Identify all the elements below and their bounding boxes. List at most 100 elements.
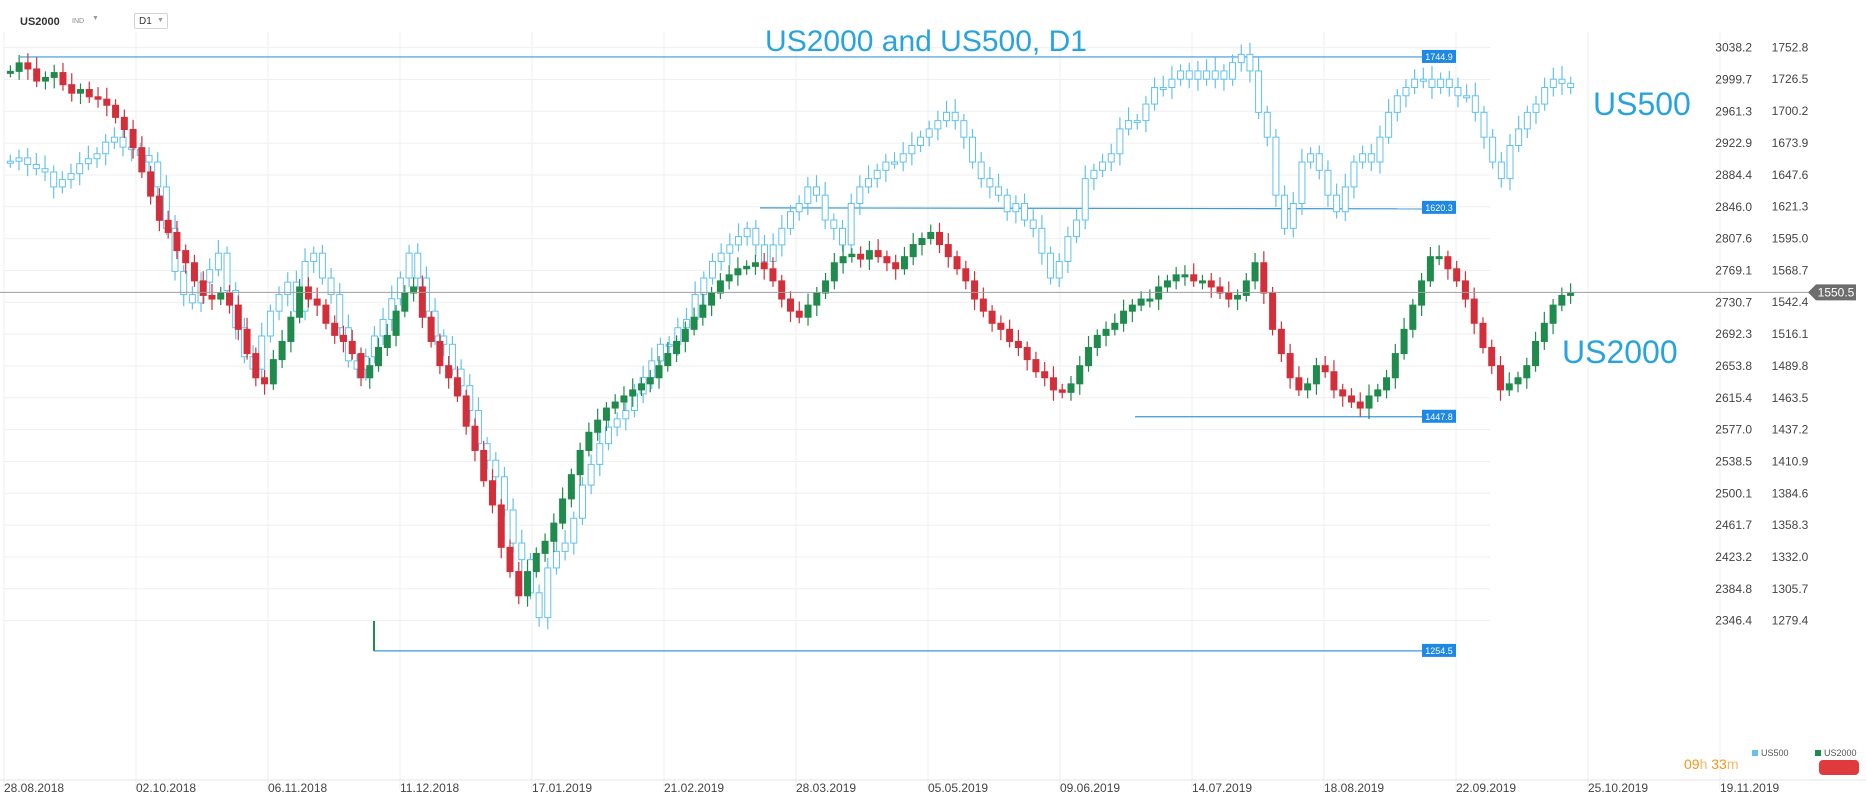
us2000-candle <box>1172 274 1180 282</box>
us2000-candle <box>1488 347 1496 367</box>
us500-candle <box>1515 128 1523 146</box>
us500-candle <box>778 227 786 246</box>
us500-candle <box>509 509 517 544</box>
us2000-candle <box>900 256 908 270</box>
us500-candle <box>708 260 716 279</box>
us500-candle <box>1437 78 1445 88</box>
us500-candle <box>93 153 101 160</box>
countdown-m-unit: m <box>1726 756 1739 772</box>
us2000-candle <box>269 359 277 385</box>
us2000-axis-tick: 1279.4 <box>1772 614 1809 628</box>
us2000-candle <box>103 98 111 106</box>
us500-candle <box>544 567 552 619</box>
us500-candle <box>1445 78 1453 88</box>
us2000-candle <box>15 62 23 72</box>
us2000-candle <box>1216 286 1224 294</box>
us2000-candle <box>637 383 645 391</box>
us2000-candle <box>594 419 602 433</box>
us2000-candle <box>962 268 970 282</box>
us2000-candle <box>1198 280 1206 284</box>
us500-candle <box>336 294 344 329</box>
us500-candle <box>795 202 803 213</box>
countdown-hours: 09 <box>1684 756 1700 772</box>
us2000-axis-tick: 1673.9 <box>1772 136 1809 150</box>
us500-candle <box>1402 86 1410 97</box>
us2000-candle <box>383 334 391 349</box>
us2000-candle <box>1505 383 1513 391</box>
symbol-chevron-down-icon[interactable]: ▼ <box>92 15 99 22</box>
us2000-candle <box>646 377 654 385</box>
us500-candle <box>1541 86 1549 105</box>
us500-candle <box>1107 153 1115 163</box>
us500-candle <box>448 343 456 370</box>
level-tag <box>1422 49 1456 63</box>
date-axis-tick: 28.03.2019 <box>796 781 856 795</box>
us2000-candle <box>883 256 891 264</box>
us500-candle <box>258 335 266 370</box>
price-levels: 1744.9 1620.3 1447.8 1254.5 <box>20 49 1456 657</box>
symbol-label[interactable]: US2000 <box>20 16 60 28</box>
us500-candle <box>804 186 812 204</box>
us2000-candle <box>226 292 234 306</box>
legend-us500-swatch-icon <box>1752 750 1758 756</box>
legend-us2000-label: US2000 <box>1824 748 1857 758</box>
timeframe-select[interactable]: D1 ▼ <box>134 13 168 29</box>
us2000-candle <box>1146 298 1154 302</box>
chart-title: US2000 and US500, D1 <box>765 25 1087 58</box>
us2000-candle <box>1365 395 1373 409</box>
us2000-candle <box>322 304 330 324</box>
us500-candle <box>1307 153 1315 163</box>
us2000-candle <box>787 298 794 312</box>
us2000-candle <box>147 171 155 197</box>
us2000-candle <box>979 298 987 312</box>
us500-candle <box>1289 202 1297 229</box>
us500-candle <box>1012 202 1020 213</box>
date-axis-tick: 05.05.2019 <box>928 781 988 795</box>
us2000-candle <box>471 425 479 451</box>
us2000-candle <box>182 250 190 264</box>
date-axis-tick: 28.08.2018 <box>4 781 64 795</box>
us2000-candle <box>532 552 540 573</box>
legend-us500[interactable]: US500 <box>1752 748 1789 758</box>
us500-candle <box>682 318 690 329</box>
us500-candle <box>1419 78 1427 82</box>
us2000-candle <box>988 310 996 324</box>
date-axis-tick: 21.02.2019 <box>664 781 724 795</box>
us2000-candle <box>339 334 347 342</box>
level-tag-label: 1744.9 <box>1425 52 1453 62</box>
chart-toolbar: US2000 IND ▼ D1 ▼ <box>0 0 1866 40</box>
us2000-candle <box>602 407 610 421</box>
us2000-candle <box>1514 377 1522 385</box>
us2000-candle <box>1128 304 1136 312</box>
us500-candle <box>414 252 422 279</box>
us2000-candle <box>1426 256 1434 282</box>
current-price-value: 1550.5 <box>1818 285 1855 299</box>
us2000-candle <box>673 340 681 355</box>
us2000-candle <box>971 280 979 300</box>
us2000-candle <box>690 316 698 330</box>
us2000-candle <box>120 116 128 130</box>
us2000-axis-tick: 1437.2 <box>1772 423 1809 437</box>
us500-axis-tick: 2884.4 <box>1715 168 1752 182</box>
us2000-candle <box>567 474 575 500</box>
us2000-candle <box>664 353 672 367</box>
legend-us2000[interactable]: US2000 <box>1815 748 1857 758</box>
us2000-axis-tick: 1410.9 <box>1772 454 1809 468</box>
us500-candle <box>1454 86 1462 97</box>
us500-candle <box>1393 95 1401 113</box>
us2000-candle <box>59 72 67 86</box>
trade-button[interactable] <box>1819 760 1859 775</box>
level-tag-label: 1254.5 <box>1425 646 1453 656</box>
us2000-axis-tick: 1542.4 <box>1772 295 1809 309</box>
us2000-candle <box>304 286 312 300</box>
us500-axis-tick: 2999.7 <box>1715 72 1752 86</box>
us500-candle <box>1237 53 1245 64</box>
us2000-candle <box>1277 328 1285 355</box>
us2000-price-axis: 1752.8 1726.5 1700.2 1673.9 1647.6 1621.3 1595… <box>1772 40 1809 627</box>
us500-candle <box>1272 136 1280 196</box>
us2000-candle <box>769 268 777 282</box>
us2000-candle <box>1409 304 1417 330</box>
us500-candle <box>1549 78 1557 88</box>
us2000-series-label: US2000 <box>1562 334 1678 370</box>
